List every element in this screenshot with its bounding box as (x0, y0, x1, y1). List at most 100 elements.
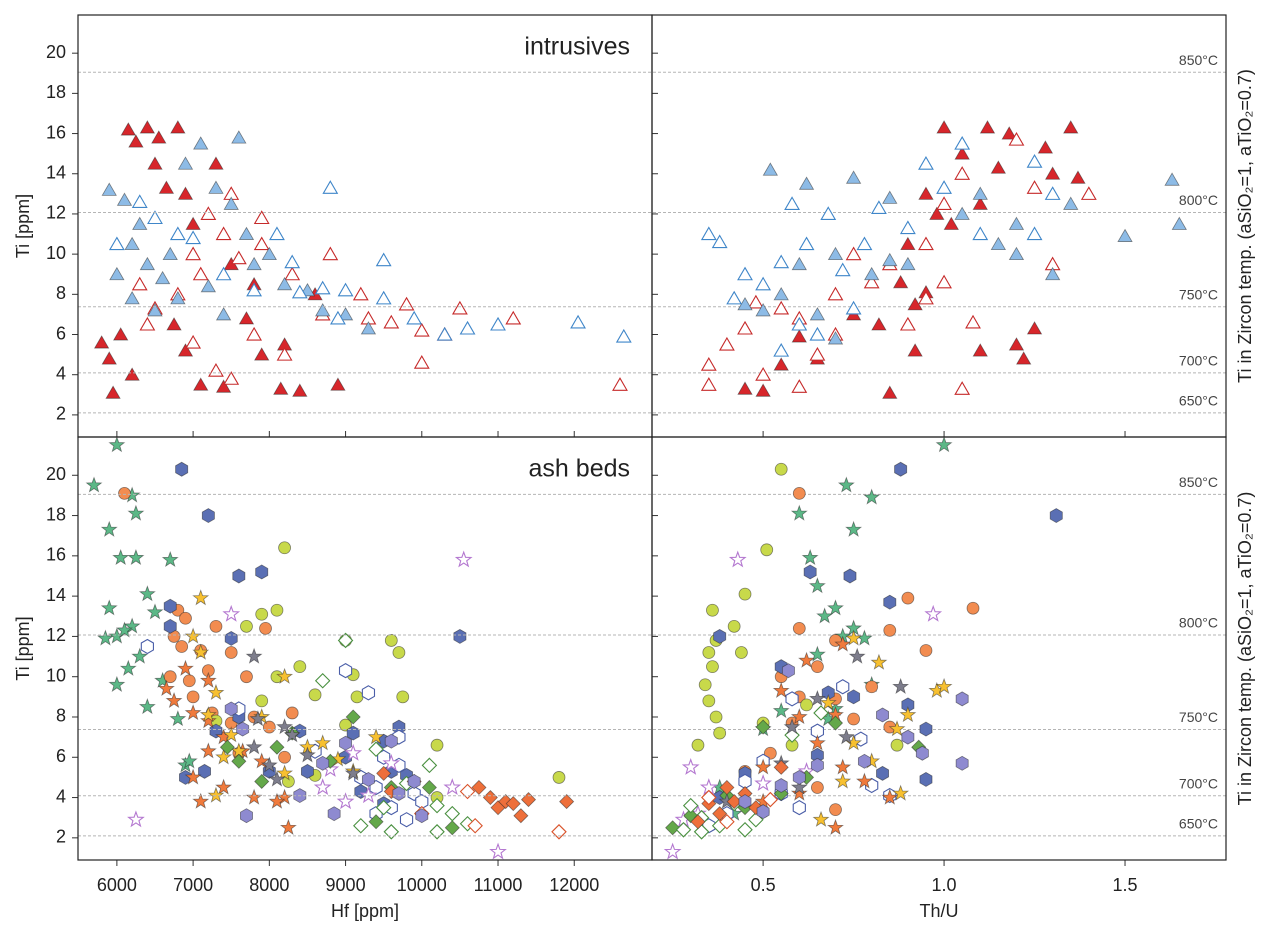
point (1044, 266, 1061, 281)
point (965, 314, 981, 329)
point (845, 629, 863, 646)
point (762, 791, 779, 808)
point (772, 702, 790, 719)
point (1171, 216, 1187, 230)
point (935, 437, 953, 453)
x-tick-label: 12000 (549, 875, 599, 895)
point (293, 660, 307, 674)
point (238, 311, 255, 325)
point (236, 721, 250, 737)
point (322, 246, 339, 261)
point (954, 135, 971, 150)
point (972, 226, 989, 241)
point (808, 577, 826, 594)
point (690, 814, 706, 830)
point (415, 808, 429, 824)
point (791, 379, 808, 393)
point (706, 603, 719, 617)
y-tick-label: 8 (56, 706, 66, 726)
point (790, 708, 808, 725)
point (726, 290, 743, 305)
y-axis-label: Ti [ppm] (13, 616, 33, 680)
point (843, 568, 857, 584)
y2-axis-label: Ti in Zircon temp. (aSiO₂=1, aTiO₂=0.7) (1235, 69, 1255, 383)
point (719, 813, 735, 830)
point (810, 660, 824, 674)
point (413, 322, 430, 337)
point (224, 630, 238, 646)
point (376, 765, 392, 781)
point (894, 461, 908, 477)
point (1164, 172, 1180, 186)
x-tick-label: 0.5 (751, 875, 776, 895)
point (269, 739, 285, 755)
point (240, 670, 253, 684)
point (709, 710, 723, 724)
point (781, 663, 795, 679)
y-tick-label: 6 (56, 323, 66, 343)
point (382, 753, 401, 771)
point (809, 307, 826, 321)
point (131, 194, 148, 208)
points (85, 437, 575, 860)
point (559, 794, 575, 810)
point (124, 290, 140, 305)
point (192, 589, 210, 606)
point (972, 196, 988, 210)
point (162, 246, 178, 261)
point (146, 603, 164, 620)
point (276, 276, 293, 291)
point (407, 773, 421, 789)
point (361, 685, 376, 701)
point (151, 130, 167, 144)
y-tick-label: 12 (46, 625, 66, 645)
point (223, 371, 240, 385)
point (116, 192, 133, 206)
point (890, 738, 904, 752)
point (316, 755, 330, 771)
point (255, 607, 269, 621)
point (665, 820, 681, 836)
point (292, 383, 308, 397)
point (813, 705, 829, 721)
point (308, 688, 322, 702)
point (755, 383, 771, 397)
isotherm-label: 750°C (1179, 709, 1218, 725)
point (375, 290, 392, 305)
point (755, 367, 772, 381)
point (260, 756, 278, 773)
x-tick-label: 1.0 (932, 875, 957, 895)
point (161, 550, 179, 568)
point (918, 156, 934, 170)
point (262, 720, 276, 734)
x-tick-label: 11000 (474, 875, 523, 895)
y-tick-label: 18 (46, 82, 66, 102)
point (169, 226, 186, 241)
point (837, 728, 855, 745)
point (681, 758, 700, 775)
point (747, 294, 764, 309)
point (737, 320, 753, 335)
point (100, 520, 118, 537)
point (1008, 246, 1025, 261)
point (352, 286, 369, 301)
panel-frame (77, 14, 653, 438)
point (249, 710, 267, 727)
point (215, 226, 232, 241)
point (772, 681, 790, 698)
point (170, 120, 186, 134)
point (254, 773, 270, 790)
point (105, 385, 121, 399)
point (165, 691, 183, 709)
point (471, 779, 487, 796)
point (399, 812, 414, 828)
point (451, 300, 468, 315)
point (756, 804, 770, 820)
point (870, 200, 887, 214)
point (276, 718, 294, 735)
x-tick-label: 1.5 (1113, 875, 1138, 895)
point (219, 739, 235, 755)
point (798, 176, 815, 190)
point (812, 810, 830, 827)
point (901, 729, 915, 745)
